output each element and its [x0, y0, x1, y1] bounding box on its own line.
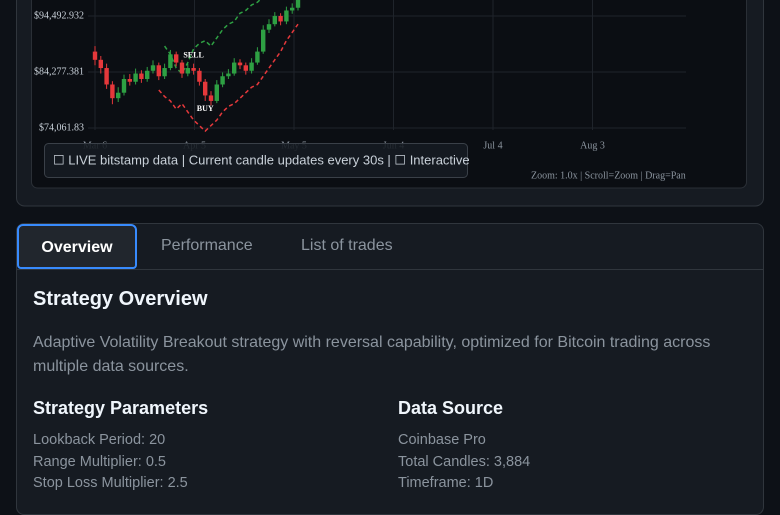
- source-item: Total Candles: 3,884: [398, 454, 531, 470]
- candle-body: [133, 73, 138, 82]
- candle-body: [272, 15, 277, 25]
- candle-body: [168, 54, 173, 69]
- parameter: Range Multiplier: 0.5: [33, 454, 166, 470]
- subsection-title: Strategy Parameters: [33, 398, 209, 418]
- section-title: Strategy Overview: [33, 288, 208, 310]
- candle-body: [220, 76, 225, 85]
- candle-body: [98, 59, 103, 69]
- band-line: [163, 0, 261, 75]
- parameter: Lookback Period: 20: [33, 432, 166, 448]
- chart-card: $94,492.932$84,277.381$74,061.83Mar 6Apr…: [16, 0, 764, 207]
- candle-body: [162, 68, 167, 77]
- signal-label: SELL: [183, 50, 203, 59]
- tab[interactable]: Performance: [161, 237, 253, 254]
- x-tick-label: Jul 4: [483, 140, 502, 151]
- overlay-box: [44, 143, 468, 178]
- candle-body: [104, 68, 109, 85]
- candle-body: [261, 29, 266, 52]
- tabs-card: Overview Performance List of trades Stra…: [16, 223, 764, 515]
- parameter: Stop Loss Multiplier: 2.5: [33, 475, 188, 491]
- x-tick-label: Aug 3: [580, 140, 605, 151]
- page: $94,492.932$84,277.381$74,061.83Mar 6Apr…: [16, 0, 764, 515]
- candle-body: [197, 70, 202, 82]
- candle-body: [127, 79, 132, 82]
- candle-body: [174, 54, 179, 63]
- zoom-info: Zoom: 1.0x | Scroll=Zoom | Drag=Pan: [531, 170, 686, 181]
- candle-body: [191, 68, 196, 71]
- description: Adaptive Volatility Breakout strategy wi…: [33, 334, 711, 375]
- candle-body: [110, 84, 115, 99]
- candle-body: [179, 62, 185, 74]
- candle-body: [116, 92, 121, 99]
- candle-body: [203, 81, 208, 96]
- candle-body: [214, 84, 219, 101]
- candle-body: [139, 73, 144, 80]
- candle-body: [249, 62, 254, 71]
- candle-body: [284, 10, 289, 22]
- tab-bar: Overview Performance List of trades: [17, 224, 763, 270]
- candle-body: [145, 70, 150, 80]
- source-item: Coinbase Pro: [398, 432, 486, 448]
- y-tick-label: $94,492.932: [34, 10, 84, 21]
- tab[interactable]: Overview: [17, 224, 137, 269]
- band-line: [158, 23, 299, 133]
- candle-body: [278, 15, 283, 22]
- signal-label: BUY: [197, 104, 214, 113]
- candle-body: [156, 65, 161, 77]
- candle-body: [226, 73, 231, 77]
- candle-body: [208, 95, 214, 101]
- overlay-text: ☐ LIVE bitstamp data | Current candle up…: [53, 152, 470, 167]
- candle-body: [237, 62, 243, 66]
- subsection-title: Data Source: [398, 398, 504, 418]
- candle-body: [232, 62, 237, 74]
- candle-body: [150, 65, 156, 71]
- tab[interactable]: List of trades: [301, 237, 393, 254]
- candle-body: [266, 24, 272, 30]
- candle-body: [255, 51, 260, 63]
- candle-body: [290, 7, 295, 11]
- y-tick-label: $74,061.83: [39, 122, 84, 133]
- chart-panel: [31, 0, 747, 189]
- source-item: Timeframe: 1D: [398, 475, 494, 491]
- y-tick-label: $84,277.381: [34, 66, 84, 77]
- candle-body: [121, 79, 127, 93]
- candle-body: [295, 0, 301, 8]
- candle-body: [185, 68, 190, 74]
- candle-body: [243, 65, 248, 71]
- candle-body: [92, 51, 98, 60]
